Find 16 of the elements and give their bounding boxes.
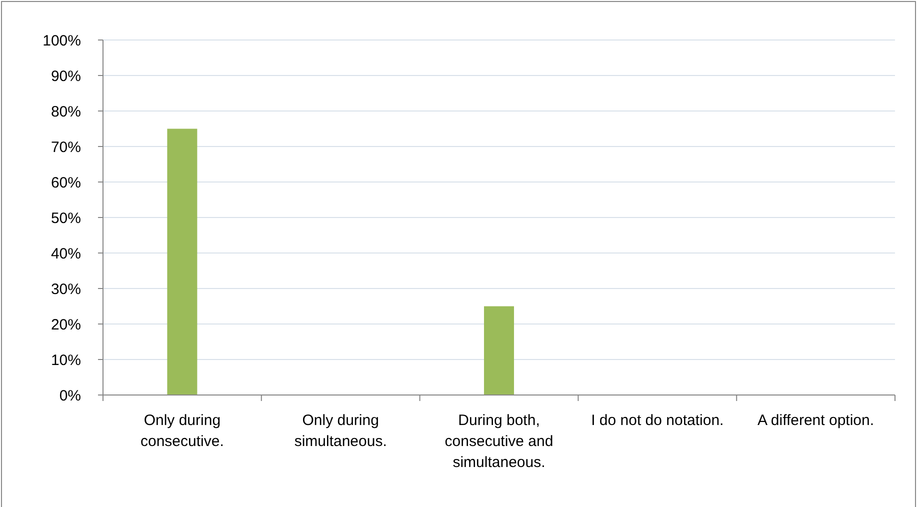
x-tick-label: A different option. bbox=[758, 412, 874, 429]
y-tick-label: 100% bbox=[42, 32, 81, 50]
y-tick-label: 20% bbox=[50, 316, 81, 334]
y-tick-label: 0% bbox=[59, 387, 81, 404]
y-tick-label: 80% bbox=[50, 103, 81, 120]
x-tick-label: Only during consecutive. bbox=[140, 412, 224, 450]
y-tick-label: 90% bbox=[50, 68, 81, 85]
x-tick-label: I do not do notation. bbox=[591, 412, 724, 429]
y-tick-label: 40% bbox=[50, 245, 81, 262]
y-tick-label: 60% bbox=[50, 174, 81, 192]
y-tick-label: 10% bbox=[50, 352, 81, 369]
y-tick-label: 30% bbox=[50, 280, 81, 298]
y-tick-label: 70% bbox=[50, 138, 81, 156]
y-tick-label: 50% bbox=[50, 210, 81, 227]
x-tick-label: Only during simultaneous. bbox=[294, 412, 387, 450]
x-tick-label: During both, consecutive and simultaneous. bbox=[444, 412, 554, 471]
